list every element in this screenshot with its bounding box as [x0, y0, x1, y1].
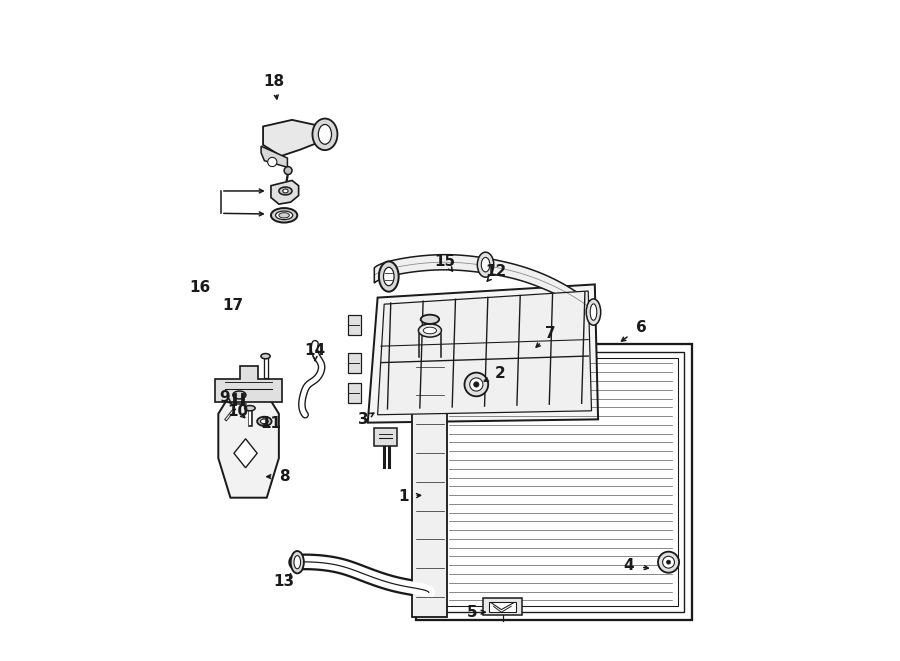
Polygon shape: [348, 315, 361, 335]
Ellipse shape: [260, 419, 268, 424]
Ellipse shape: [245, 406, 256, 410]
Text: 9: 9: [220, 390, 230, 405]
Ellipse shape: [233, 391, 246, 399]
Ellipse shape: [319, 124, 331, 144]
Circle shape: [662, 557, 674, 568]
Polygon shape: [234, 439, 257, 468]
Ellipse shape: [420, 315, 439, 324]
Text: 11: 11: [260, 416, 282, 432]
Ellipse shape: [590, 304, 597, 321]
Circle shape: [473, 382, 479, 387]
Text: 17: 17: [222, 298, 243, 313]
Text: 6: 6: [635, 320, 646, 334]
Circle shape: [267, 157, 277, 167]
Ellipse shape: [261, 354, 270, 359]
Polygon shape: [263, 120, 322, 156]
Text: 13: 13: [274, 574, 294, 590]
Ellipse shape: [279, 187, 292, 195]
Polygon shape: [412, 347, 447, 617]
Text: 1: 1: [399, 489, 410, 504]
Ellipse shape: [257, 416, 272, 426]
Polygon shape: [368, 284, 598, 422]
Ellipse shape: [279, 213, 290, 218]
Text: 7: 7: [544, 327, 555, 341]
Polygon shape: [348, 353, 361, 373]
Text: 18: 18: [264, 74, 284, 89]
Circle shape: [658, 552, 680, 572]
Ellipse shape: [294, 556, 301, 568]
Text: 16: 16: [189, 280, 211, 295]
Polygon shape: [374, 428, 397, 446]
Ellipse shape: [275, 211, 292, 219]
Ellipse shape: [379, 261, 399, 292]
Polygon shape: [378, 291, 591, 414]
Text: 4: 4: [624, 558, 634, 573]
Text: 5: 5: [466, 605, 477, 620]
Polygon shape: [430, 358, 678, 605]
Polygon shape: [215, 366, 283, 403]
Polygon shape: [348, 383, 361, 403]
Ellipse shape: [586, 299, 600, 325]
Text: 3: 3: [358, 412, 368, 427]
Text: 2: 2: [495, 366, 506, 381]
Polygon shape: [374, 254, 595, 319]
Polygon shape: [483, 598, 522, 615]
Text: 10: 10: [228, 404, 248, 419]
Polygon shape: [271, 180, 299, 204]
Polygon shape: [261, 146, 287, 167]
Ellipse shape: [423, 327, 436, 334]
Circle shape: [464, 373, 488, 397]
Circle shape: [470, 378, 483, 391]
Ellipse shape: [312, 118, 338, 150]
Polygon shape: [490, 602, 516, 611]
Ellipse shape: [383, 267, 394, 286]
Polygon shape: [424, 352, 684, 612]
Text: 8: 8: [279, 469, 290, 484]
Ellipse shape: [477, 253, 494, 277]
Polygon shape: [416, 344, 692, 620]
Text: 12: 12: [485, 264, 507, 279]
Circle shape: [284, 167, 292, 175]
Text: 14: 14: [304, 343, 326, 358]
Ellipse shape: [291, 551, 304, 573]
Ellipse shape: [271, 208, 297, 223]
Text: 15: 15: [434, 254, 455, 269]
Ellipse shape: [418, 324, 441, 337]
Ellipse shape: [482, 257, 490, 272]
Polygon shape: [219, 399, 279, 498]
Ellipse shape: [283, 189, 288, 193]
Circle shape: [667, 561, 670, 564]
